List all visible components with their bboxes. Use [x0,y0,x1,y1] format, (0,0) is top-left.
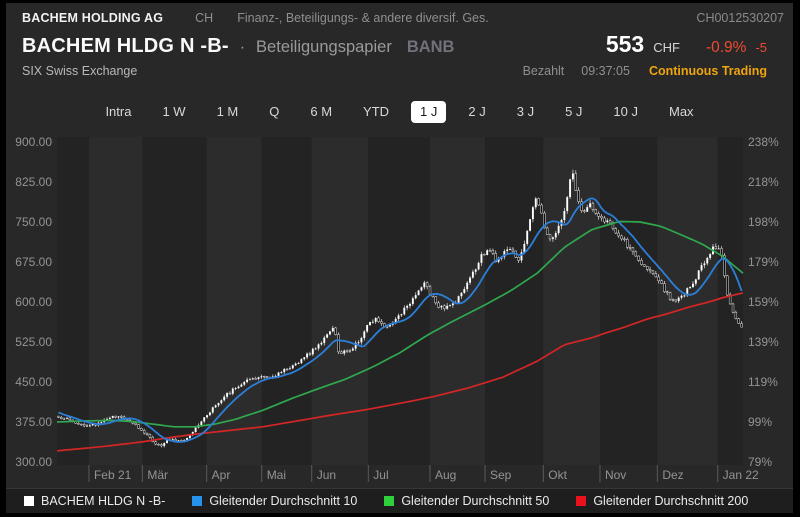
legend-item-2[interactable]: Gleitender Durchschnitt 50 [384,494,549,508]
percent-axis-label: 119% [748,375,778,389]
price-axis-label: 900.00 [15,135,52,149]
legend-item-1[interactable]: Gleitender Durchschnitt 10 [192,494,357,508]
trading-app-window: BACHEM HOLDING AG CH Finanz-, Beteiligun… [6,3,793,513]
price-axis-label: 450.00 [15,375,52,389]
month-label: Mai [267,468,286,482]
currency-label: CHF [653,40,680,55]
tab-2j[interactable]: 2 J [459,101,494,123]
price-chart[interactable]: Feb 21 Mär Apr Mai Jun Jul Aug Sep Okt Nov Dez Jan … [6,130,793,487]
tab-1w[interactable]: 1 W [153,101,194,123]
legend-swatch-icon [192,496,203,506]
security-type: Beteiligungspapier [256,38,392,56]
month-label: Dez [662,468,683,482]
ma50-line [56,220,744,428]
title-quote-row: BACHEM HLDG N -B- · Beteiligungspapier B… [22,31,767,58]
month-label: Okt [548,468,567,482]
month-band [657,137,718,465]
paid-label: Bezahlt [522,64,565,78]
month-band [57,137,89,465]
percent-axis-label: 99% [748,415,772,429]
percent-axis-label: 198% [748,215,779,229]
chart-legend: BACHEM HLDG N -B- Gleitender Durchschnitt… [6,488,793,513]
legend-swatch-icon [24,496,34,506]
company-name: BACHEM HOLDING AG [22,11,164,25]
month-label: Apr [212,468,231,482]
price-axis-label: 300.00 [15,455,52,469]
percent-axis-label: 218% [748,175,779,189]
timeframe-tabs: Intra 1 W 1 M Q 6 M YTD 1 J 2 J 3 J 5 J 10 J Max [6,101,793,123]
exchange-name: SIX Swiss Exchange [22,64,138,78]
instrument-title: BACHEM HLDG N -B- [22,35,229,57]
tab-10j[interactable]: 10 J [604,101,647,123]
price-axis-label: 375.00 [15,415,52,429]
month-label: Sep [490,468,512,482]
percent-axis-label: 179% [748,255,779,269]
legend-label: BACHEM HLDG N -B- [41,494,166,508]
isin-code: CH0012530207 [696,11,784,25]
sector-label: Finanz-, Beteiligungs- & andere diversif… [237,11,489,25]
month-label: Jan 22 [723,468,759,482]
price-axis-label: 750.00 [15,215,52,229]
legend-swatch-icon [576,496,587,506]
tab-3j[interactable]: 3 J [508,101,543,123]
tab-5j[interactable]: 5 J [556,101,591,123]
last-price: 553 [605,31,645,57]
ticker-symbol: BANB [406,38,455,56]
month-label: Jun [317,468,336,482]
trading-phase: Continuous Trading [648,64,767,78]
ma10-line [58,197,743,443]
exchange-status-row: SIX Swiss Exchange Bezahlt 09:37:05 Cont… [22,64,767,78]
month-band [430,137,485,465]
month-band [543,137,600,465]
month-label: Aug [435,468,456,482]
month-label: Mär [147,468,168,482]
price-axis-label: 825.00 [15,175,52,189]
country-code: CH [195,11,214,25]
price-axis-label: 600.00 [15,295,52,309]
legend-swatch-icon [384,496,395,506]
month-band [206,137,262,465]
tab-6m[interactable]: 6 M [301,101,341,123]
price-axis-label: 525.00 [15,335,52,349]
quote-time: 09:37:05 [581,64,630,78]
legend-label: Gleitender Durchschnitt 200 [593,494,749,508]
legend-item-0[interactable]: BACHEM HLDG N -B- [24,494,165,508]
legend-label: Gleitender Durchschnitt 50 [401,494,550,508]
month-label: Jul [373,468,388,482]
month-band [89,137,143,465]
month-band [485,137,544,465]
ma200-line [56,292,744,452]
percent-axis-label: 159% [748,295,779,309]
month-band [311,137,369,465]
tab-1j[interactable]: 1 J [411,101,447,123]
legend-item-3[interactable]: Gleitender Durchschnitt 200 [576,494,748,508]
tab-max[interactable]: Max [660,101,703,123]
price-axis-label: 675.00 [15,255,52,269]
month-label: Feb 21 [94,468,132,482]
tab-q[interactable]: Q [260,101,288,123]
change-absolute: -5 [755,40,767,55]
month-label: Nov [605,468,626,482]
percent-axis-label: 238% [748,135,779,149]
month-band [368,137,430,465]
title-separator: · [239,39,246,56]
tab-1m[interactable]: 1 M [208,101,248,123]
month-band [261,137,312,465]
tab-ytd[interactable]: YTD [354,101,398,123]
month-band [600,137,658,465]
month-band [142,137,207,465]
legend-label: Gleitender Durchschnitt 10 [209,494,358,508]
tab-intra[interactable]: Intra [96,101,140,123]
instrument-header-strip: BACHEM HOLDING AG CH Finanz-, Beteiligun… [22,11,784,25]
change-percent: -0.9% [705,39,747,56]
percent-axis-label: 139% [748,335,779,349]
percent-axis-label: 79% [748,455,772,469]
